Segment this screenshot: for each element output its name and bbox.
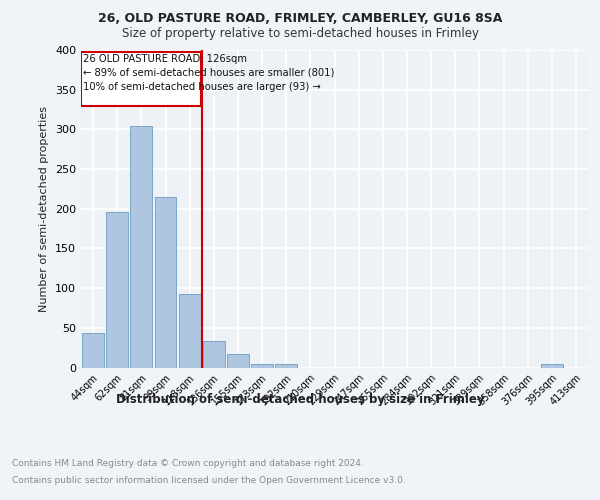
Bar: [541, 364, 563, 368]
FancyBboxPatch shape: [81, 52, 200, 106]
Bar: [203, 340, 224, 367]
Text: 26 OLD PASTURE ROAD: 126sqm
← 89% of semi-detached houses are smaller (801)
10% : 26 OLD PASTURE ROAD: 126sqm ← 89% of sem…: [83, 54, 335, 92]
Bar: [82, 334, 104, 368]
Bar: [275, 364, 297, 368]
Text: Distribution of semi-detached houses by size in Frimley: Distribution of semi-detached houses by …: [116, 392, 484, 406]
Bar: [155, 197, 176, 368]
Text: Contains HM Land Registry data © Crown copyright and database right 2024.: Contains HM Land Registry data © Crown c…: [12, 458, 364, 468]
Bar: [130, 126, 152, 368]
Bar: [179, 294, 200, 368]
Bar: [106, 212, 128, 368]
Y-axis label: Number of semi-detached properties: Number of semi-detached properties: [40, 106, 49, 312]
Text: Size of property relative to semi-detached houses in Frimley: Size of property relative to semi-detach…: [121, 28, 479, 40]
Bar: [251, 364, 273, 368]
Text: Contains public sector information licensed under the Open Government Licence v3: Contains public sector information licen…: [12, 476, 406, 485]
Bar: [227, 354, 249, 368]
Text: 26, OLD PASTURE ROAD, FRIMLEY, CAMBERLEY, GU16 8SA: 26, OLD PASTURE ROAD, FRIMLEY, CAMBERLEY…: [98, 12, 502, 26]
